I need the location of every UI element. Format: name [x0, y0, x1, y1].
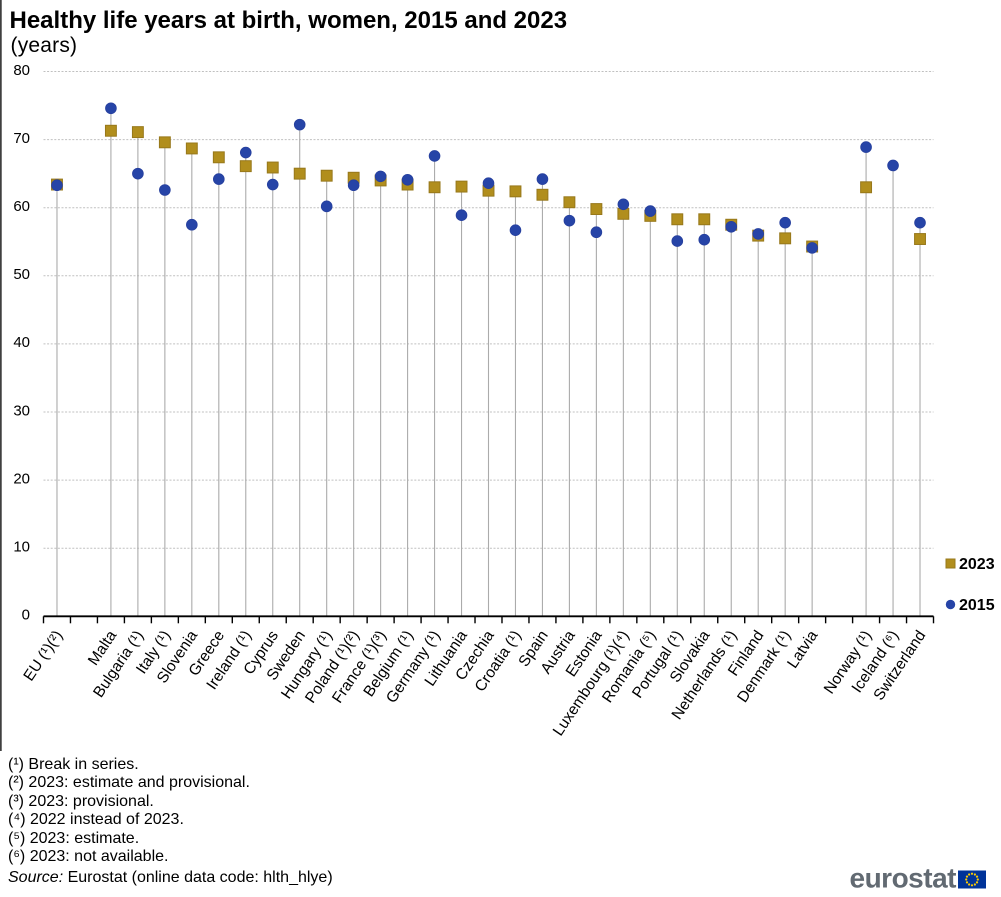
svg-text:60: 60 — [13, 198, 30, 215]
svg-text:20: 20 — [13, 470, 30, 487]
svg-text:40: 40 — [13, 334, 30, 351]
svg-text:Latvia: Latvia — [784, 627, 821, 671]
svg-text:70: 70 — [13, 130, 30, 147]
svg-text:10: 10 — [13, 539, 30, 556]
svg-text:2023: 2023 — [959, 556, 995, 573]
svg-text:80: 80 — [13, 62, 30, 79]
svg-text:30: 30 — [13, 402, 30, 419]
svg-text:eurostat: eurostat — [850, 863, 957, 894]
svg-text:2015: 2015 — [959, 597, 995, 614]
svg-text:EU (¹)(²): EU (¹)(²) — [20, 628, 66, 685]
svg-text:50: 50 — [13, 266, 30, 283]
svg-text:0: 0 — [22, 607, 30, 624]
